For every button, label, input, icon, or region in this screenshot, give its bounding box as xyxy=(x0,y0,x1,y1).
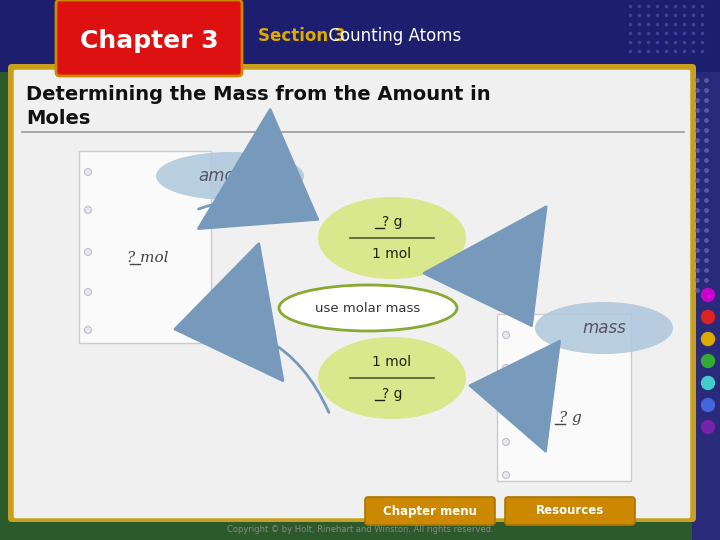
Circle shape xyxy=(701,421,714,434)
Circle shape xyxy=(701,288,714,301)
Circle shape xyxy=(503,364,510,372)
Text: ? mol: ? mol xyxy=(127,251,168,265)
FancyBboxPatch shape xyxy=(12,68,692,520)
Ellipse shape xyxy=(156,152,304,200)
Circle shape xyxy=(701,310,714,323)
Text: Section 3: Section 3 xyxy=(258,27,346,45)
Circle shape xyxy=(701,333,714,346)
Circle shape xyxy=(503,332,510,339)
Ellipse shape xyxy=(318,197,466,279)
FancyBboxPatch shape xyxy=(8,64,696,522)
Text: Chapter menu: Chapter menu xyxy=(383,504,477,517)
Text: Resources: Resources xyxy=(536,504,604,517)
Text: ? g: ? g xyxy=(382,387,402,401)
Text: mass: mass xyxy=(582,319,626,337)
Circle shape xyxy=(503,438,510,445)
Circle shape xyxy=(84,206,91,213)
FancyBboxPatch shape xyxy=(505,497,635,525)
Ellipse shape xyxy=(279,285,457,331)
Text: Chapter 3: Chapter 3 xyxy=(80,29,218,53)
Text: Moles: Moles xyxy=(26,109,91,127)
Circle shape xyxy=(503,402,510,408)
Text: ? g: ? g xyxy=(382,215,402,229)
Circle shape xyxy=(84,168,91,176)
FancyBboxPatch shape xyxy=(79,151,211,343)
Ellipse shape xyxy=(318,337,466,419)
Text: 1 mol: 1 mol xyxy=(372,355,412,369)
Circle shape xyxy=(701,399,714,411)
Circle shape xyxy=(701,354,714,368)
FancyBboxPatch shape xyxy=(497,314,631,481)
Text: Determining the Mass from the Amount in: Determining the Mass from the Amount in xyxy=(26,85,490,105)
Circle shape xyxy=(84,288,91,295)
Text: Copyright © by Holt, Rinehart and Winston. All rights reserved.: Copyright © by Holt, Rinehart and Winsto… xyxy=(227,525,493,535)
FancyBboxPatch shape xyxy=(56,0,242,76)
Circle shape xyxy=(84,248,91,255)
Circle shape xyxy=(503,471,510,478)
Text: 1 mol: 1 mol xyxy=(372,247,412,261)
Text: use molar mass: use molar mass xyxy=(315,301,420,314)
Ellipse shape xyxy=(535,302,673,354)
Text: ? g: ? g xyxy=(559,411,581,425)
FancyBboxPatch shape xyxy=(0,0,720,72)
Text: amount: amount xyxy=(198,167,262,185)
FancyBboxPatch shape xyxy=(692,72,720,540)
Circle shape xyxy=(701,376,714,389)
Circle shape xyxy=(84,327,91,334)
FancyBboxPatch shape xyxy=(365,497,495,525)
Text: Counting Atoms: Counting Atoms xyxy=(318,27,462,45)
